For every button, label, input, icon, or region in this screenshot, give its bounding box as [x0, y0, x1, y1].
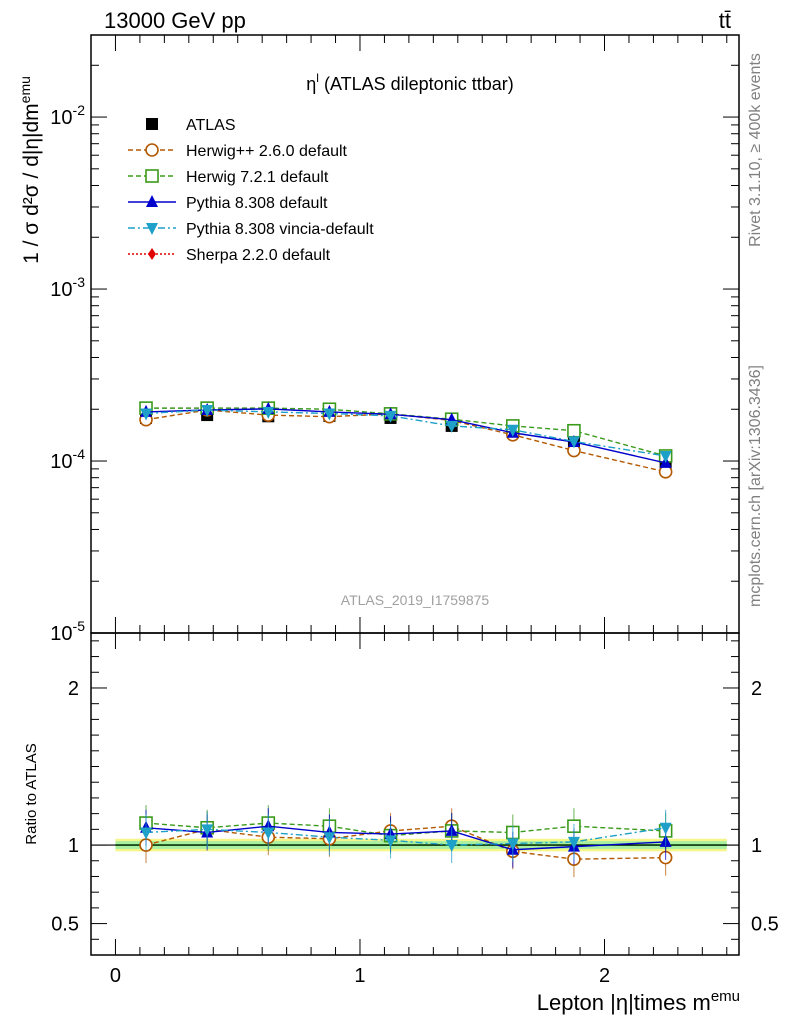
x-tick-label: 2 [599, 965, 610, 987]
main-data-point [323, 408, 336, 421]
main-data-point [262, 406, 275, 419]
ratio-y-tick-label: 0.5 [51, 914, 79, 936]
ratio-uncertainty-band [91, 838, 739, 852]
energy-label: 13000 GeV pp [104, 8, 246, 33]
main-data-series [139, 401, 673, 479]
legend-marker [146, 195, 158, 207]
main-data-point [384, 410, 397, 423]
ratio-y-tick-label-right: 0.5 [751, 914, 779, 936]
legend-label: Sherpa 2.2.0 default [186, 247, 331, 264]
mcplots-label: mcplots.cern.ch [arXiv:1306.3436] [747, 365, 764, 607]
x-tick-label: 1 [354, 965, 365, 987]
main-data-point [567, 423, 581, 438]
ratio-data-point [506, 838, 519, 851]
ratio-data-point [201, 824, 214, 837]
ratio-y-tick-label: 2 [68, 678, 79, 700]
legend-marker [146, 223, 158, 235]
main-data-point [140, 408, 153, 421]
main-series-line [145, 408, 666, 464]
ratio-y-tick-label-right: 2 [751, 678, 762, 700]
analysis-watermark: ATLAS_2019_I1759875 [341, 592, 490, 608]
main-series-line [145, 409, 666, 457]
x-tick-label: 0 [110, 965, 121, 987]
ratio-series-line [145, 822, 666, 837]
main-y-axis-label: 1 / σ d²σ / d|η|dmemu [17, 76, 43, 264]
title-lepton-superscript: l [316, 71, 319, 85]
legend-label: Herwig++ 2.6.0 default [186, 143, 348, 160]
ratio-data-point [384, 835, 397, 848]
ratio-plot-frame [90, 632, 740, 956]
legend: ATLAS Herwig++ 2.6.0 default Herwig 7.2.1 … [128, 117, 374, 264]
main-axis-ticks: 10-5 10-4 10-3 10-2 [50, 34, 739, 645]
main-y-tick-label: 10-3 [50, 274, 85, 301]
ratio-data-point [140, 827, 153, 840]
ratio-series-line [145, 825, 666, 860]
main-data-point [445, 420, 458, 433]
main-y-tick-label: 10-4 [50, 446, 85, 473]
main-y-tick-label: 10-5 [50, 618, 85, 645]
main-plot-title: ηl (ATLAS dileptonic ttbar) [306, 71, 513, 94]
legend-label: ATLAS [186, 117, 236, 134]
legend-label: Pythia 8.308 vincia-default [186, 221, 374, 238]
ratio-axis-ticks: 0.5 0.5 1 1 2 2 0 1 2 [51, 633, 779, 987]
main-data-point [567, 436, 580, 449]
ratio-y-tick-label: 1 [68, 835, 79, 857]
ratio-data-point [659, 822, 672, 835]
legend-marker [148, 248, 156, 260]
ratio-y-axis-label: Ratio to ATLAS [23, 743, 40, 844]
legend-marker [146, 118, 158, 130]
main-data-point [659, 450, 672, 463]
title-eta-symbol: η [306, 74, 316, 94]
ratio-data-point [567, 836, 580, 849]
main-data-point [506, 424, 519, 437]
rivet-version-label: Rivet 3.1.10, ≥ 400k events [747, 53, 764, 247]
legend-label: Pythia 8.308 default [186, 195, 328, 212]
process-label: tt̄ [719, 8, 731, 33]
ratio-y-tick-label-right: 1 [751, 835, 762, 857]
x-axis-label: Lepton |η|times memu [537, 988, 740, 1015]
legend-marker [145, 169, 159, 183]
main-data-point [201, 404, 214, 417]
main-y-tick-label: 10-2 [50, 102, 85, 129]
ratio-data-point [323, 832, 336, 845]
ratio-data-point [445, 840, 458, 853]
legend-marker [145, 143, 159, 157]
main-series-line [145, 409, 666, 473]
ratio-data-series [139, 805, 673, 878]
ratio-data-point [262, 827, 275, 840]
title-description: (ATLAS dileptonic ttbar) [319, 74, 514, 94]
legend-label: Herwig 7.2.1 default [186, 169, 329, 186]
